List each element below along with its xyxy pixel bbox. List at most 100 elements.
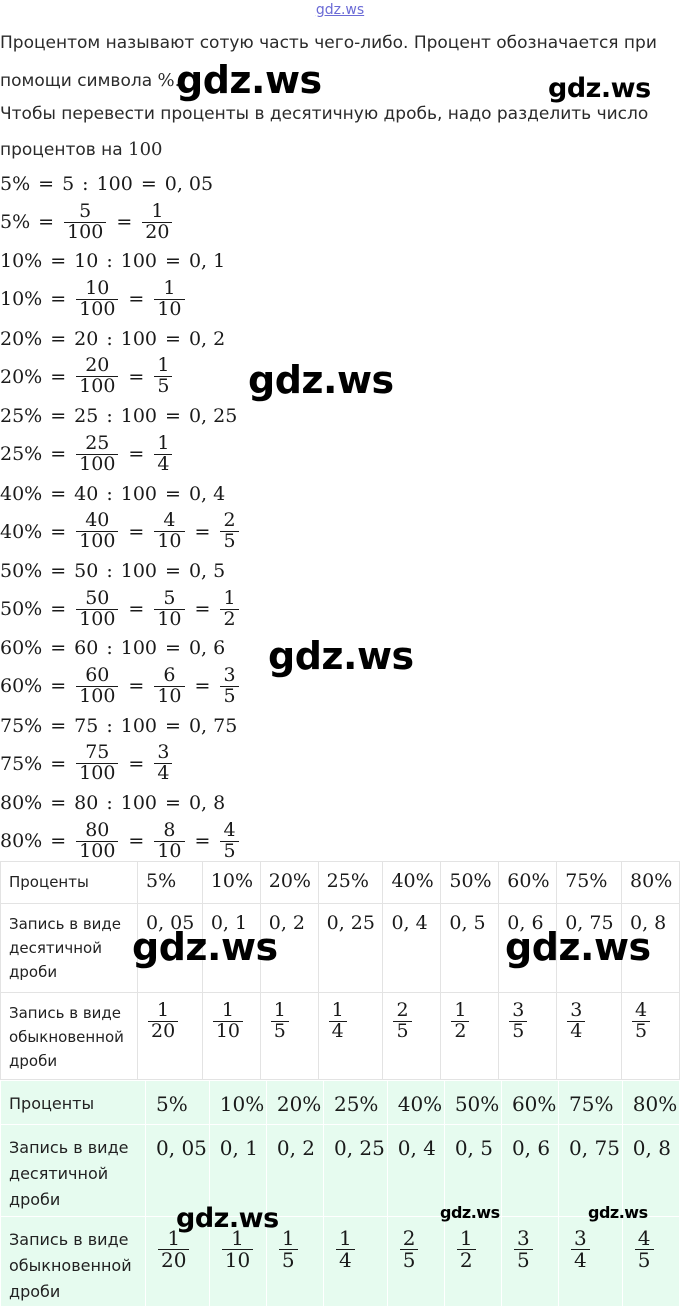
numerator: 1 — [281, 1226, 295, 1250]
formula-fraction: 5% = 5 100 = 1 20 — [0, 201, 174, 243]
decimal-cell: 0, 05 — [156, 1136, 207, 1160]
percent-cell: 80% — [630, 870, 673, 892]
denominator: 2 — [220, 608, 239, 630]
row-label-percent: Проценты — [0, 1080, 146, 1125]
operator: = — [50, 792, 67, 815]
percent-value: 25% — [0, 443, 43, 466]
denominator: 5 — [513, 1249, 533, 1271]
table-cell: 0, 75 — [558, 1124, 623, 1217]
watermark: gdz.ws — [505, 925, 651, 969]
numerator: 1 — [157, 431, 170, 454]
table-cell: 1 10 — [201, 992, 261, 1080]
denominator: 10 — [154, 531, 185, 552]
table-cell: 10% — [201, 861, 261, 904]
operator: = — [50, 443, 67, 466]
percent-cell: 25% — [333, 1092, 379, 1116]
dividend: 80 — [74, 792, 99, 815]
fraction: 10 100 — [76, 278, 119, 320]
fraction: 60 100 — [76, 665, 119, 707]
fraction: 1 20 — [158, 1228, 190, 1271]
decimal-cell: 0, 5 — [449, 912, 486, 934]
percent-cell: 60% — [511, 1092, 557, 1116]
numerator: 50 — [85, 586, 110, 609]
formula-division: 80% = 80:100 = 0, 8 — [0, 784, 225, 822]
operator: : — [106, 560, 113, 582]
site-link[interactable]: gdz.ws — [315, 2, 365, 18]
numerator: 80 — [85, 818, 110, 841]
operator: = — [50, 752, 67, 775]
divisor: 100 — [96, 173, 133, 195]
table-cell: 50% — [440, 861, 500, 904]
operator: = — [50, 637, 67, 660]
intro-line-4: процентов на 100 — [0, 139, 162, 160]
denominator: 10 — [154, 608, 185, 630]
percent-cell: 5% — [146, 870, 177, 892]
operator: = — [128, 675, 145, 698]
decimal-row: Запись в виде десятичной дроби 0, 05 0, 1… — [0, 903, 680, 993]
decimal-result: 0, 75 — [188, 714, 238, 737]
numerator: 75 — [85, 741, 110, 764]
table-cell: 60% — [498, 861, 558, 904]
formula-fraction: 50% = 50 100 = 5 10 = 1 2 — [0, 586, 241, 630]
decimal-cell: 0, 4 — [397, 1136, 436, 1160]
percent-cell: 40% — [397, 1092, 443, 1116]
numerator: 4 — [223, 818, 236, 841]
row-label-decimal: Запись в виде десятичной дроби — [0, 903, 138, 993]
numerator: 1 — [231, 1226, 244, 1250]
percent-row: Проценты 5% 10% 20% 25% 40% 50% 60% 75% 80% — [0, 861, 680, 904]
table-cell: 0, 05 — [137, 903, 203, 993]
decimal-cell: 0, 25 — [333, 1136, 385, 1160]
table-cell: 80% — [621, 1080, 680, 1125]
denominator: 100 — [76, 685, 119, 707]
operator: : — [106, 482, 113, 505]
denominator: 20 — [142, 221, 173, 243]
percent-value: 50% — [0, 560, 43, 582]
numerator: 1 — [163, 276, 176, 299]
divisor: 100 — [120, 405, 158, 428]
formula-fraction: 75% = 75 100 = 3 4 — [0, 741, 174, 783]
formula-division: 60% = 60:100 = 0, 6 — [0, 629, 225, 667]
decimal-cell: 0, 8 — [632, 1136, 671, 1160]
decimal-cell: 0, 1 — [219, 1136, 258, 1160]
numerator: 25 — [85, 431, 110, 454]
percent-value: 20% — [0, 365, 43, 388]
decimal-cell: 0, 05 — [146, 912, 195, 934]
operator: = — [165, 714, 181, 737]
watermark: gdz.ws — [440, 1203, 500, 1222]
decimal-result: 0, 2 — [188, 327, 226, 350]
table-cell: 80% — [621, 861, 680, 904]
operator: : — [106, 714, 113, 737]
decimal-cell: 0, 1 — [210, 912, 248, 934]
formula-division: 20% = 20:100 = 0, 2 — [0, 320, 225, 358]
denominator: 5 — [634, 1249, 654, 1271]
percent-value: 75% — [0, 752, 43, 775]
numerator: 4 — [635, 999, 648, 1021]
numerator: 4 — [163, 509, 176, 532]
operator: = — [128, 443, 145, 466]
fraction-row: Запись в виде обыкновенной дроби 1 20 1 10 1… — [0, 992, 680, 1080]
table-cell: 1 20 — [145, 1216, 210, 1307]
watermark: gdz.ws — [548, 73, 651, 104]
fraction: 40 100 — [76, 510, 119, 552]
percent-cell: 75% — [569, 1092, 614, 1116]
table-cell: 5% — [137, 861, 203, 904]
table-cell: 75% — [556, 861, 623, 904]
decimal-cell: 0, 5 — [454, 1136, 493, 1160]
numerator: 3 — [223, 663, 236, 686]
row-label-fraction: Запись в виде обыкновенной дроби — [0, 1216, 146, 1307]
table-cell: 10% — [208, 1080, 267, 1125]
table-cell: 5% — [145, 1080, 210, 1125]
operator: = — [50, 405, 67, 428]
percent-value: 80% — [0, 792, 43, 815]
